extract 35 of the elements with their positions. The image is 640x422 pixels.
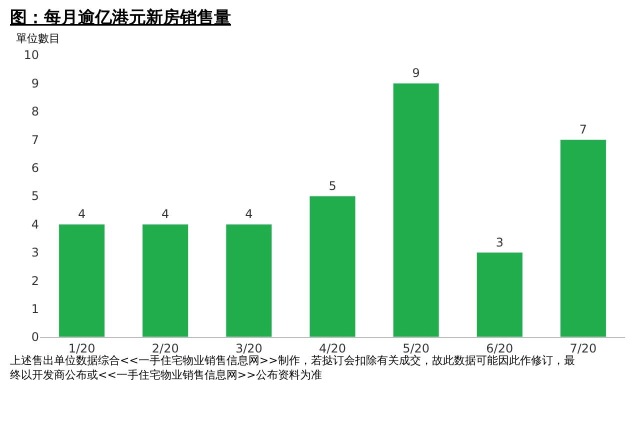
data-label: 9 bbox=[412, 66, 420, 80]
y-tick-label: 4 bbox=[31, 217, 39, 232]
bar bbox=[58, 224, 106, 337]
x-tick-label: 1/20 bbox=[68, 341, 96, 356]
y-tick-label: 3 bbox=[31, 246, 39, 260]
data-label: 5 bbox=[328, 179, 336, 193]
bar bbox=[392, 82, 440, 337]
bar bbox=[309, 196, 356, 337]
y-tick-label: 1 bbox=[31, 302, 39, 316]
y-tick-label: 10 bbox=[24, 48, 39, 62]
data-label: 4 bbox=[245, 207, 253, 222]
y-tick-label: 6 bbox=[31, 161, 39, 175]
bar bbox=[226, 224, 272, 337]
y-tick-label: 9 bbox=[31, 76, 39, 90]
y-tick-label: 5 bbox=[31, 189, 39, 204]
chart-title: 图：每月逾亿港元新房销售量 bbox=[10, 8, 231, 28]
data-label: 4 bbox=[78, 207, 86, 222]
x-tick-label: 3/20 bbox=[235, 341, 262, 356]
x-tick-label: 7/20 bbox=[570, 341, 597, 356]
x-tick-label: 6/20 bbox=[486, 341, 514, 356]
text: 上述售出单位数据综合<<一手住宅物业销售信息网>>制作，若挞订会扣除有关成交，故此数据可能因此作修订，最终以开发商公布或<<一手住宅物业销售信息网>>公布资料为准 bbox=[10, 354, 575, 382]
data-label: 4 bbox=[162, 207, 170, 222]
y-tick-label: 7 bbox=[31, 132, 39, 147]
y-tick-label: 2 bbox=[31, 274, 39, 288]
bar bbox=[142, 224, 189, 337]
x-tick-label: 4/20 bbox=[319, 341, 346, 356]
x-tick-label: 5/20 bbox=[402, 341, 430, 356]
y-axis-title: 單位數目 bbox=[16, 32, 60, 45]
y-tick-label: 0 bbox=[31, 330, 39, 344]
data-label: 7 bbox=[579, 122, 588, 137]
bar bbox=[560, 139, 606, 337]
data-label: 3 bbox=[496, 235, 504, 250]
bar bbox=[476, 252, 523, 337]
y-tick-label: 8 bbox=[31, 104, 39, 119]
x-tick-label: 2/20 bbox=[152, 341, 179, 356]
